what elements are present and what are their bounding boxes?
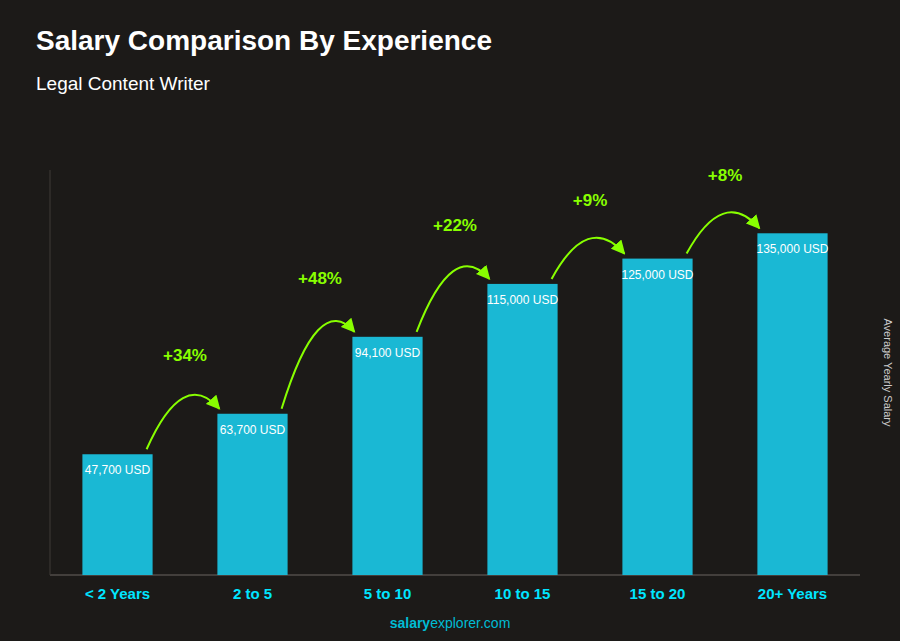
x-tick-label: < 2 Years — [85, 585, 150, 602]
bars — [82, 233, 827, 575]
y-axis-line — [50, 170, 51, 575]
title: Salary Comparison By Experience — [36, 25, 492, 56]
bar — [82, 454, 152, 575]
y-axis-label: Average Yearly Salary — [882, 318, 894, 427]
bar — [352, 337, 422, 575]
pct-change-label: +48% — [298, 269, 342, 288]
value-label: 94,100 USD — [355, 346, 421, 360]
bar — [487, 284, 557, 575]
value-label: 63,700 USD — [220, 423, 286, 437]
value-label: 125,000 USD — [621, 268, 693, 282]
background — [0, 0, 900, 641]
watermark-part: salary — [390, 615, 431, 631]
value-label: 115,000 USD — [487, 293, 558, 307]
value-label: 135,000 USD — [756, 242, 828, 256]
watermark: salaryexplorer.com — [390, 615, 511, 631]
chart-svg: Salary Comparison By Experience Legal Con… — [0, 0, 900, 641]
bar — [757, 233, 827, 575]
watermark-part: explorer.com — [430, 615, 510, 631]
x-axis-line — [50, 575, 860, 576]
value-label: 47,700 USD — [85, 463, 151, 477]
pct-change-label: +22% — [433, 216, 477, 235]
subtitle: Legal Content Writer — [36, 73, 211, 94]
x-tick-label: 5 to 10 — [364, 585, 412, 602]
pct-change-label: +9% — [573, 191, 608, 210]
pct-change-label: +34% — [163, 346, 207, 365]
x-tick-label: 10 to 15 — [495, 585, 551, 602]
x-tick-label: 2 to 5 — [233, 585, 272, 602]
chart-root: Salary Comparison By Experience Legal Con… — [0, 0, 900, 641]
x-tick-label: 15 to 20 — [630, 585, 686, 602]
x-tick-label: 20+ Years — [758, 585, 827, 602]
change-arrow — [282, 321, 355, 409]
bar — [217, 414, 287, 575]
pct-change-label: +8% — [708, 166, 743, 185]
change-arrow — [417, 266, 490, 332]
change-arrow — [147, 395, 220, 449]
bar — [622, 259, 692, 575]
change-arrow — [687, 212, 760, 253]
change-arrow — [552, 238, 625, 279]
